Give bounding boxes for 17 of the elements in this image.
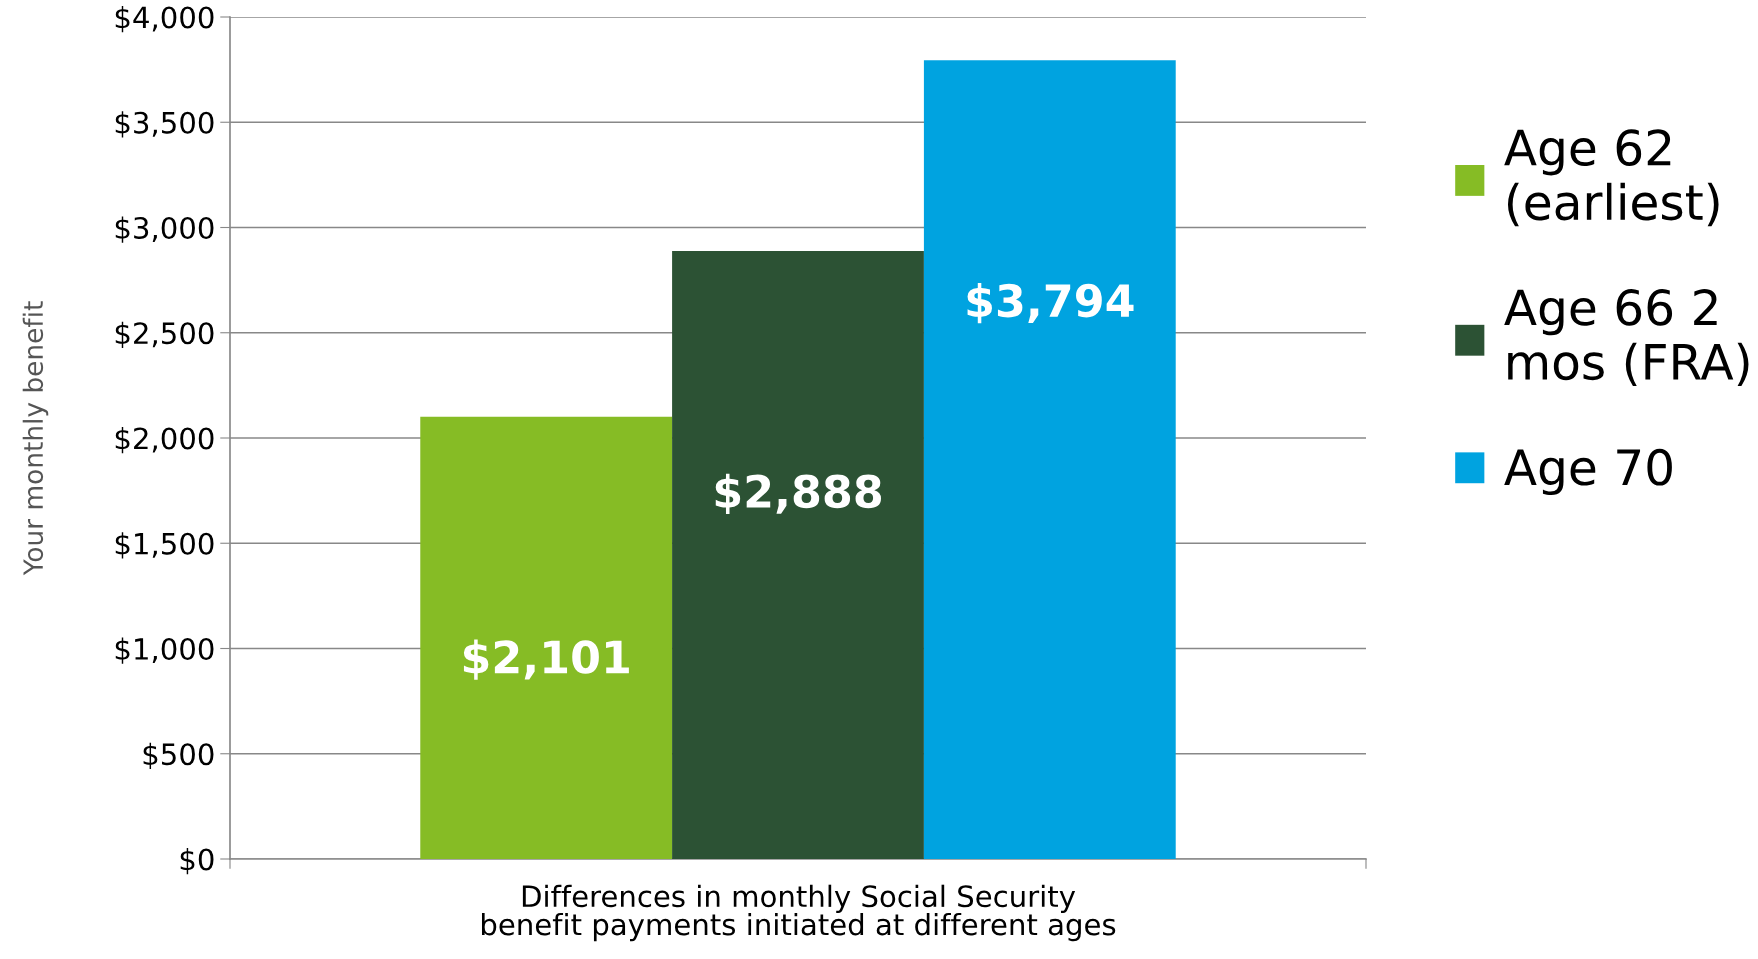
y-tick-label: $0 [180, 847, 214, 875]
data-label: $2,888 [715, 473, 881, 515]
y-tick-label: $2,000 [115, 426, 214, 454]
x-axis-title: Differences in monthly Social Security benefit payments initiated at different ages [482, 884, 1116, 942]
y-tick-label: $1,000 [115, 637, 214, 664]
y-tick-label: $4,000 [115, 5, 214, 33]
y-axis-title: Your monthly benefit [22, 301, 49, 576]
y-tick-label: $3,000 [115, 216, 214, 243]
legend-label: Age 62 (earliest) [1504, 129, 1719, 227]
data-label: $3,794 [967, 283, 1134, 324]
data-label: $2,101 [463, 639, 629, 680]
y-tick-label: $3,500 [115, 111, 214, 138]
y-tick-label: $2,500 [115, 321, 214, 349]
legend-label: Age 70 [1504, 448, 1672, 496]
y-tick-label: $500 [143, 742, 214, 770]
legend-label: Age 66 2 mos (FRA) [1504, 289, 1749, 386]
y-tick-label: $1,500 [115, 532, 214, 559]
